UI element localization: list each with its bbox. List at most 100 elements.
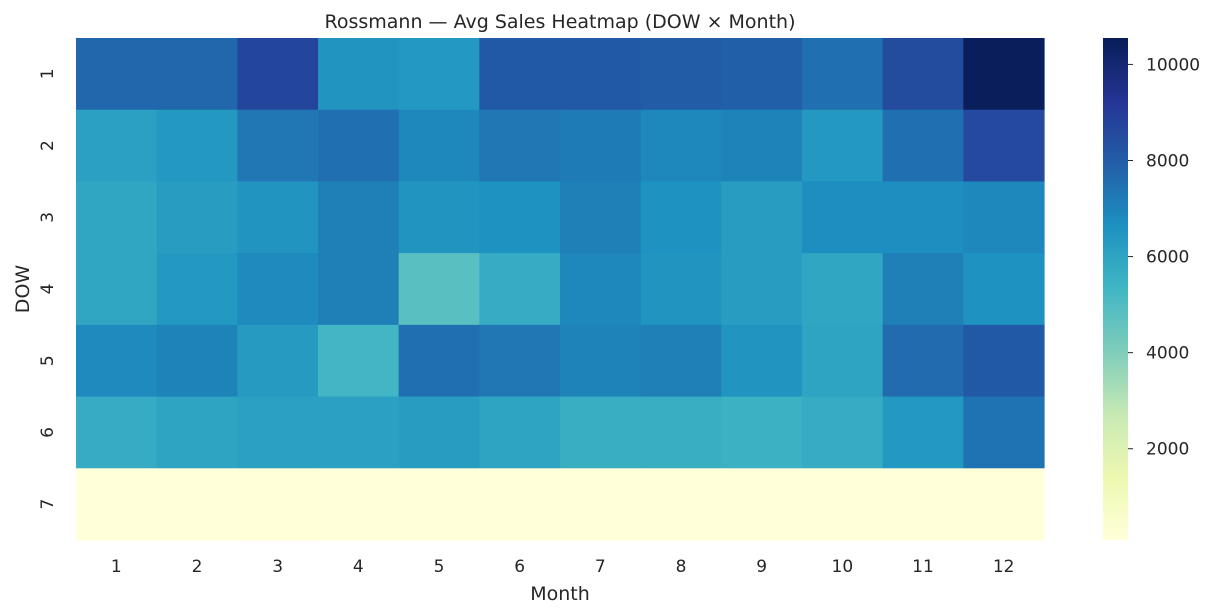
x-tick-label-2: 2 [192, 557, 203, 577]
colorbar-gradient [1103, 38, 1128, 540]
heatmap-cell-dow3-month9 [721, 181, 803, 254]
heatmap-cell-dow7-month1 [76, 468, 158, 541]
heatmap-cell-dow1-month11 [882, 38, 964, 111]
heatmap-cell-dow5-month7 [560, 324, 642, 398]
heatmap-cell-dow1-month7 [560, 38, 642, 111]
x-tick-label-4: 4 [353, 557, 364, 577]
colorbar: 2000 4000 6000 8000 10000 [1103, 38, 1200, 540]
heatmap-cell-dow7-month2 [156, 468, 238, 541]
heatmap-cell-dow7-month4 [318, 468, 400, 541]
x-tick-label-11: 11 [912, 557, 934, 577]
heatmap-cell-dow3-month12 [963, 181, 1045, 254]
y-tick-label-7: 7 [38, 499, 58, 510]
heatmap-cell-dow3-month2 [156, 181, 238, 254]
heatmap-cell-dow5-month5 [398, 324, 480, 398]
heatmap-cell-dow4-month12 [963, 253, 1045, 326]
heatmap-cell-dow1-month5 [398, 38, 480, 111]
heatmap-cell-dow6-month9 [721, 396, 803, 469]
heatmap-cell-dow6-month12 [963, 396, 1045, 469]
heatmap-cell-dow4-month7 [560, 253, 642, 326]
heatmap-cell-dow2-month7 [560, 109, 642, 183]
heatmap-cell-dow7-month8 [640, 468, 722, 541]
heatmap-cell-dow7-month10 [802, 468, 884, 541]
heatmap-cell-dow3-month11 [882, 181, 964, 254]
y-tick-label-3: 3 [38, 212, 58, 223]
heatmap-cell-dow1-month3 [237, 38, 319, 111]
heatmap-cell-dow2-month3 [237, 109, 319, 183]
heatmap-cell-dow6-month10 [802, 396, 884, 469]
heatmap-cell-dow5-month4 [318, 324, 400, 398]
heatmap-cells [76, 38, 1045, 541]
heatmap-cell-dow1-month8 [640, 38, 722, 111]
heatmap-cell-dow4-month9 [721, 253, 803, 326]
heatmap-cell-dow1-month12 [963, 38, 1045, 111]
heatmap-cell-dow7-month5 [398, 468, 480, 541]
heatmap-cell-dow6-month2 [156, 396, 238, 469]
heatmap-cell-dow1-month2 [156, 38, 238, 111]
heatmap-cell-dow5-month2 [156, 324, 238, 398]
y-tick-label-4: 4 [38, 284, 58, 295]
colorbar-tick-label-4000: 4000 [1146, 344, 1189, 364]
heatmap-cell-dow1-month6 [479, 38, 561, 111]
heatmap-cell-dow3-month7 [560, 181, 642, 254]
heatmap-cell-dow5-month8 [640, 324, 722, 398]
heatmap-cell-dow4-month11 [882, 253, 964, 326]
x-tick-labels: 1 2 3 4 5 6 7 8 9 10 11 12 [111, 557, 1015, 577]
heatmap-cell-dow4-month10 [802, 253, 884, 326]
heatmap-cell-dow4-month5 [398, 253, 480, 326]
heatmap-cell-dow6-month5 [398, 396, 480, 469]
heatmap-cell-dow2-month1 [76, 109, 158, 183]
y-tick-label-6: 6 [38, 427, 58, 438]
heatmap-cell-dow7-month12 [963, 468, 1045, 541]
y-axis-label: DOW [12, 265, 34, 314]
heatmap-cell-dow6-month4 [318, 396, 400, 469]
x-tick-label-9: 9 [756, 557, 767, 577]
heatmap-cell-dow4-month1 [76, 253, 158, 326]
y-tick-label-2: 2 [38, 140, 58, 151]
heatmap-cell-dow7-month6 [479, 468, 561, 541]
heatmap-cell-dow6-month6 [479, 396, 561, 469]
heatmap-cell-dow5-month1 [76, 324, 158, 398]
heatmap-cell-dow6-month11 [882, 396, 964, 469]
heatmap-cell-dow4-month2 [156, 253, 238, 326]
heatmap-cell-dow1-month1 [76, 38, 158, 111]
x-tick-label-12: 12 [993, 557, 1015, 577]
heatmap-cell-dow2-month6 [479, 109, 561, 183]
colorbar-tick-label-8000: 8000 [1146, 152, 1189, 172]
heatmap-cell-dow5-month11 [882, 324, 964, 398]
heatmap-cell-dow1-month9 [721, 38, 803, 111]
heatmap-cell-dow6-month8 [640, 396, 722, 469]
heatmap-cell-dow5-month3 [237, 324, 319, 398]
heatmap-cell-dow6-month1 [76, 396, 158, 469]
y-tick-label-1: 1 [38, 68, 58, 79]
heatmap-cell-dow5-month6 [479, 324, 561, 398]
heatmap-cell-dow7-month9 [721, 468, 803, 541]
heatmap-cell-dow4-month6 [479, 253, 561, 326]
heatmap-cell-dow3-month3 [237, 181, 319, 254]
x-tick-label-6: 6 [514, 557, 525, 577]
x-tick-label-5: 5 [434, 557, 445, 577]
heatmap-cell-dow2-month11 [882, 109, 964, 183]
heatmap-cell-dow4-month3 [237, 253, 319, 326]
heatmap-cell-dow3-month10 [802, 181, 884, 254]
heatmap-cell-dow7-month7 [560, 468, 642, 541]
y-tick-label-5: 5 [38, 355, 58, 366]
heatmap-cell-dow5-month9 [721, 324, 803, 398]
heatmap-cell-dow2-month4 [318, 109, 400, 183]
x-axis-label: Month [530, 583, 590, 605]
heatmap-cell-dow4-month4 [318, 253, 400, 326]
heatmap-cell-dow3-month8 [640, 181, 722, 254]
chart-title: Rossmann — Avg Sales Heatmap (DOW × Mont… [325, 11, 796, 33]
heatmap-cell-dow2-month5 [398, 109, 480, 183]
x-tick-label-8: 8 [676, 557, 687, 577]
heatmap-cell-dow5-month10 [802, 324, 884, 398]
x-tick-label-7: 7 [595, 557, 606, 577]
heatmap-cell-dow2-month2 [156, 109, 238, 183]
heatmap-cell-dow6-month7 [560, 396, 642, 469]
heatmap-cell-dow7-month11 [882, 468, 964, 541]
y-tick-labels: 1 2 3 4 5 6 7 [38, 68, 58, 509]
heatmap-cell-dow7-month3 [237, 468, 319, 541]
heatmap-cell-dow3-month4 [318, 181, 400, 254]
colorbar-tick-label-2000: 2000 [1146, 440, 1189, 460]
